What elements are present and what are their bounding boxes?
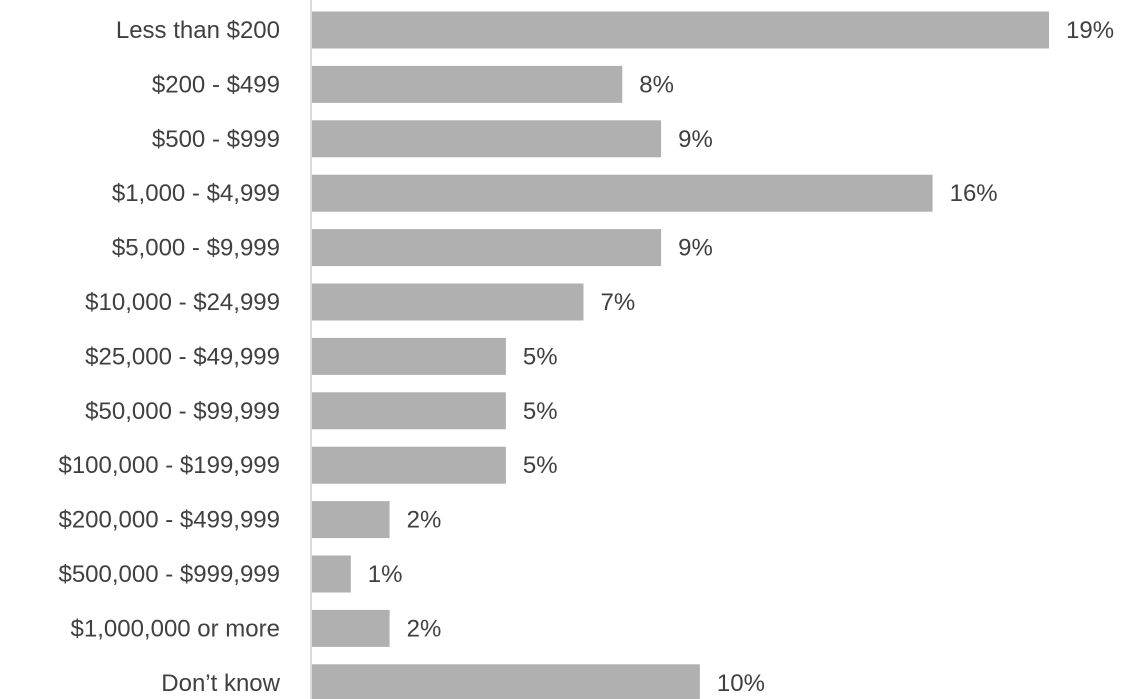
value-label: 9% — [678, 126, 713, 153]
bars-group — [312, 11, 1049, 699]
value-label: 8% — [639, 71, 674, 98]
value-label: 9% — [678, 235, 713, 262]
category-label: $200 - $499 — [152, 71, 280, 98]
category-label: $50,000 - $99,999 — [85, 398, 280, 425]
category-label: Less than $200 — [116, 17, 280, 44]
category-label: Don’t know — [161, 670, 280, 697]
value-label: 10% — [717, 670, 765, 697]
value-label: 7% — [601, 289, 636, 316]
bar — [312, 283, 584, 321]
bar — [312, 609, 390, 647]
value-label: 16% — [950, 180, 998, 207]
category-label: $500 - $999 — [152, 126, 280, 153]
category-label: $1,000 - $4,999 — [112, 180, 280, 207]
bar — [312, 11, 1049, 49]
category-label: $100,000 - $199,999 — [58, 452, 280, 479]
value-label: 1% — [368, 561, 403, 588]
category-label: $25,000 - $49,999 — [85, 343, 280, 370]
bar — [312, 664, 700, 699]
bar — [312, 446, 506, 484]
bar — [312, 65, 623, 103]
bar — [312, 337, 506, 375]
value-label: 2% — [407, 615, 442, 642]
bar — [312, 555, 351, 593]
value-label: 2% — [407, 507, 442, 534]
value-label: 19% — [1066, 17, 1114, 44]
category-label: $5,000 - $9,999 — [112, 235, 280, 262]
bar — [312, 392, 506, 430]
category-label: $10,000 - $24,999 — [85, 289, 280, 316]
value-labels-group: 19% 8% 9% 16% 9% 7% 5% 5% 5% 2%1%2% 10% — [368, 17, 1114, 697]
bar — [312, 229, 662, 267]
category-label: $200,000 - $499,999 — [58, 507, 280, 534]
category-labels-group: Less than $200 $200 - $499 $500 - $999 $1,0… — [58, 17, 280, 697]
value-label: 5% — [523, 398, 558, 425]
bar — [312, 174, 933, 212]
value-label: 5% — [523, 343, 558, 370]
category-label: $1,000,000 or more — [71, 615, 280, 642]
bar — [312, 501, 390, 539]
category-label: $500,000 - $999,999 — [58, 561, 280, 588]
value-label: 5% — [523, 452, 558, 479]
bar — [312, 120, 662, 158]
